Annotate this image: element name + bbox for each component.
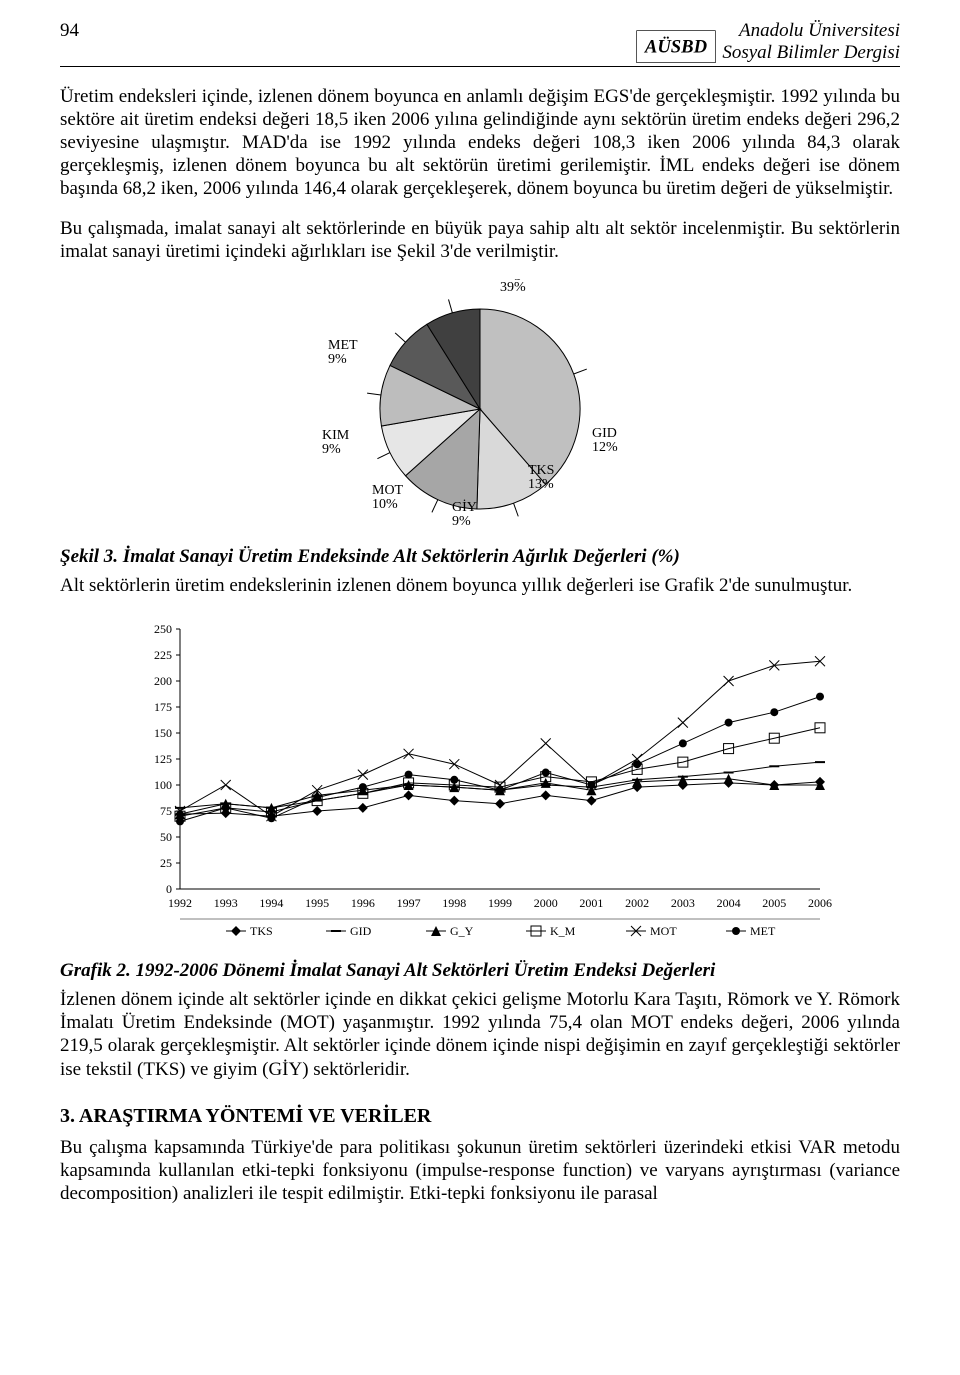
svg-text:9%: 9%: [452, 514, 471, 529]
svg-text:13%: 13%: [528, 477, 554, 492]
svg-text:TKS: TKS: [250, 924, 273, 938]
svg-text:MET: MET: [750, 924, 776, 938]
svg-text:125: 125: [154, 752, 172, 766]
paragraph-4: İzlenen dönem içinde alt sektörler içind…: [60, 988, 900, 1081]
journal-logo-icon: AÜSBD: [636, 30, 716, 63]
svg-text:1998: 1998: [442, 896, 466, 910]
journal-title-2: Sosyal Bilimler Dergisi: [722, 42, 900, 64]
svg-text:GID: GID: [592, 426, 617, 441]
page-header: 94 AÜSBD Anadolu Üniversitesi Sosyal Bil…: [60, 20, 900, 67]
svg-text:MOT: MOT: [650, 924, 677, 938]
svg-text:1993: 1993: [214, 896, 238, 910]
journal-title-1: Anadolu Üniversitesi: [739, 20, 900, 42]
caption-sekil3: Şekil 3. İmalat Sanayi Üretim Endeksinde…: [60, 546, 900, 568]
journal-title-block: AÜSBD Anadolu Üniversitesi Sosyal Biliml…: [636, 20, 900, 64]
svg-text:0: 0: [166, 882, 172, 896]
pie-chart: Diğer39%GID12%TKS13%GİY9%MOT10%KIM9%MET9…: [280, 279, 680, 539]
figure-line-wrap: 0 25 50 75 100 125 150 175 200 225 250 1992 1993 1994…: [60, 613, 900, 958]
svg-text:1997: 1997: [397, 896, 421, 910]
svg-text:2001: 2001: [579, 896, 603, 910]
svg-text:2000: 2000: [534, 896, 558, 910]
svg-text:K_M: K_M: [550, 924, 576, 938]
line-chart: 0 25 50 75 100 125 150 175 200 225 250 1992 1993 1994…: [120, 613, 840, 953]
section-title: 3. ARAŞTIRMA YÖNTEMİ VE VERİLER: [60, 1105, 900, 1128]
svg-text:GİY: GİY: [452, 499, 477, 515]
svg-text:200: 200: [154, 674, 172, 688]
svg-text:39%: 39%: [500, 280, 526, 295]
svg-text:150: 150: [154, 726, 172, 740]
svg-text:100: 100: [154, 778, 172, 792]
svg-text:2006: 2006: [808, 896, 832, 910]
svg-text:1999: 1999: [488, 896, 512, 910]
svg-text:25: 25: [160, 856, 172, 870]
svg-text:225: 225: [154, 648, 172, 662]
svg-text:250: 250: [154, 622, 172, 636]
svg-text:2003: 2003: [671, 896, 695, 910]
figure-pie-wrap: Diğer39%GID12%TKS13%GİY9%MOT10%KIM9%MET9…: [60, 279, 900, 544]
paragraph-3: Alt sektörlerin üretim endekslerinin izl…: [60, 574, 900, 597]
svg-text:1995: 1995: [305, 896, 329, 910]
svg-text:AÜSBD: AÜSBD: [644, 37, 708, 58]
svg-text:TKS: TKS: [528, 463, 554, 478]
caption-grafik2: Grafik 2. 1992-2006 Dönemi İmalat Sanayi…: [60, 960, 900, 982]
svg-text:2005: 2005: [762, 896, 786, 910]
svg-text:9%: 9%: [328, 352, 347, 367]
svg-text:2004: 2004: [717, 896, 741, 910]
svg-text:MET: MET: [328, 338, 358, 353]
svg-text:1994: 1994: [259, 896, 283, 910]
svg-text:1992: 1992: [168, 896, 192, 910]
svg-text:GID: GID: [350, 924, 372, 938]
paragraph-1: Üretim endeksleri içinde, izlenen dönem …: [60, 85, 900, 201]
paragraph-2: Bu çalışmada, imalat sanayi alt sektörle…: [60, 217, 900, 263]
svg-text:2002: 2002: [625, 896, 649, 910]
svg-text:12%: 12%: [592, 440, 618, 455]
svg-text:50: 50: [160, 830, 172, 844]
svg-text:10%: 10%: [372, 497, 398, 512]
svg-text:G_Y: G_Y: [450, 924, 474, 938]
svg-text:KIM: KIM: [322, 428, 350, 443]
svg-text:75: 75: [160, 804, 172, 818]
svg-text:175: 175: [154, 700, 172, 714]
page-number: 94: [60, 20, 79, 42]
svg-text:9%: 9%: [322, 442, 341, 457]
svg-text:1996: 1996: [351, 896, 375, 910]
paragraph-5: Bu çalışma kapsamında Türkiye'de para po…: [60, 1136, 900, 1206]
svg-text:MOT: MOT: [372, 483, 404, 498]
